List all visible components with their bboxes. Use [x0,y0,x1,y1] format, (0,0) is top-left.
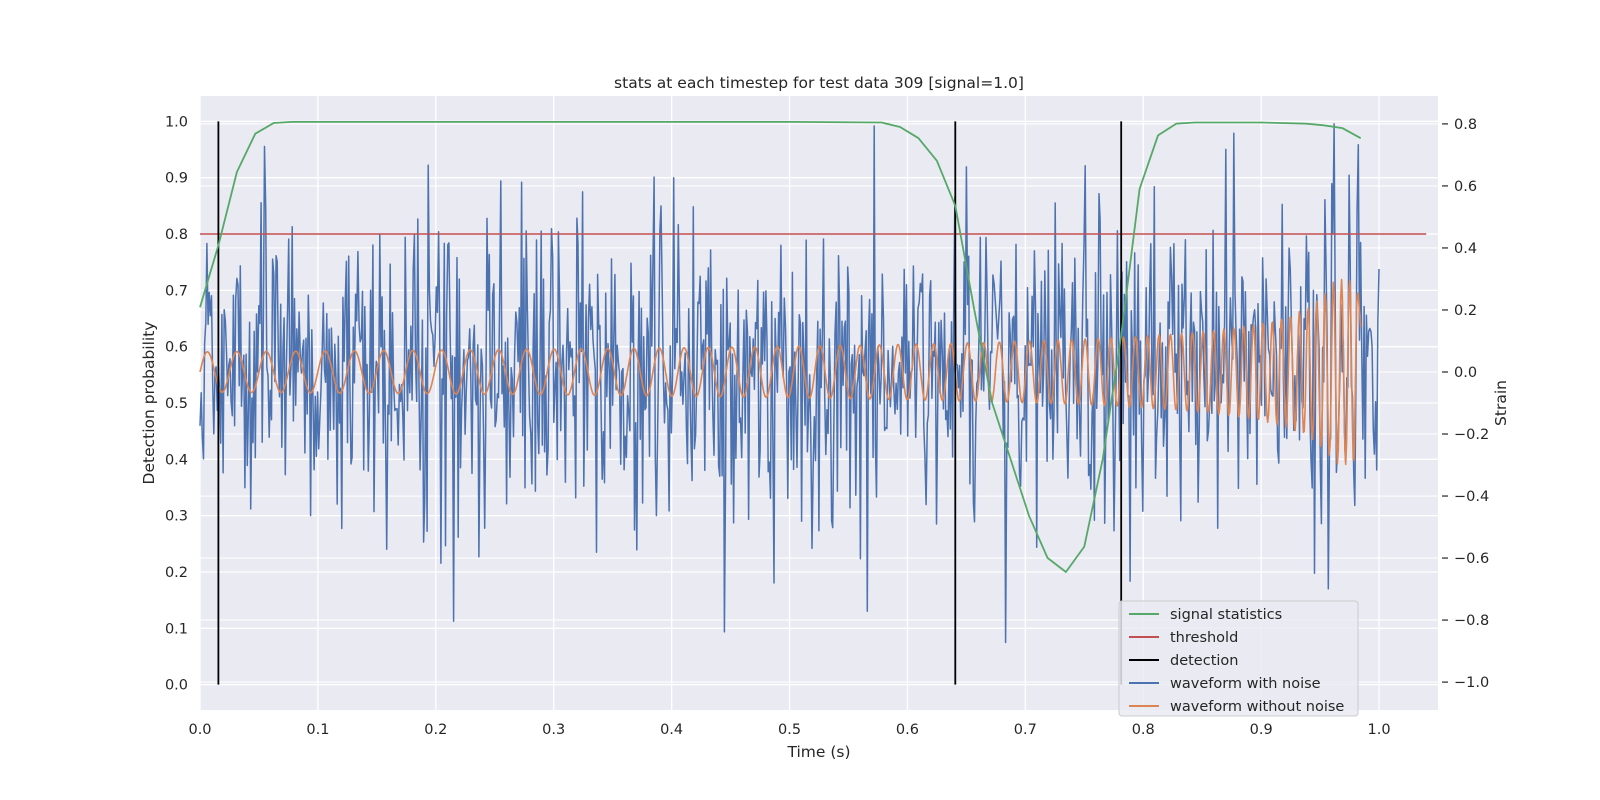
x-tick-label: 0.6 [896,722,919,738]
x-axis-label: Time (s) [786,743,850,761]
legend-label-detection: detection [1170,653,1238,669]
y-right-tick-label: −0.2 [1454,427,1489,443]
x-tick-label: 0.5 [778,722,801,738]
y-left-tick-label: 0.0 [165,678,188,694]
x-tick-label: 0.0 [188,722,211,738]
series-waveform-with-noise [199,123,1380,644]
y-left-tick-label: 0.9 [165,171,188,187]
y-right-tick-label: 0.2 [1454,303,1477,319]
x-tick-label: 0.7 [1014,722,1037,738]
x-tick-label: 0.8 [1132,722,1155,738]
y-right-tick-label: −1.0 [1454,675,1489,691]
y-axis-right-label: Strain [1492,380,1510,426]
y-left-tick-label: 0.8 [165,227,188,243]
y-left-tick-label: 1.0 [165,114,188,130]
y-right-tick-label: 0.8 [1454,117,1477,133]
legend-label-threshold: threshold [1170,630,1238,646]
x-tick-label: 0.3 [542,722,565,738]
y-axis-left-label: Detection probability [140,322,158,485]
legend-box [1118,600,1359,717]
y-right-tick-label: −0.8 [1454,613,1489,629]
series-signal-statistics [199,121,1362,573]
y-left-tick-label: 0.1 [165,621,188,637]
x-tick-label: 0.9 [1250,722,1273,738]
x-tick-label: 0.2 [424,722,447,738]
series-waveform-without-noise [199,278,1362,466]
y-left-tick-label: 0.7 [165,283,188,299]
y-left-tick-label: 0.5 [165,396,188,412]
chart-title: stats at each timestep for test data 309… [614,74,1024,92]
y-left-tick-label: 0.4 [165,452,188,468]
y-right-tick-label: 0.4 [1454,241,1477,257]
ticks-layer: 0.0 0.1 0.2 0.3 0.4 0.5 0.6 0.7 0.8 0.9 1.0 0.0 0.1 0… [165,114,1489,738]
legend: signal statistics threshold detection wa… [1118,600,1359,717]
x-tick-label: 0.1 [306,722,329,738]
legend-label-waveform-without-noise: waveform without noise [1170,699,1344,715]
y-right-tick-label: −0.6 [1454,551,1489,567]
y-right-tick-label: −0.4 [1454,489,1489,505]
series-layer [199,121,1427,685]
legend-label-signal-statistics: signal statistics [1170,607,1282,623]
y-left-tick-label: 0.6 [165,340,188,356]
legend-label-waveform-with-noise: waveform with noise [1170,676,1321,692]
y-left-tick-label: 0.2 [165,565,188,581]
x-tick-label: 0.4 [660,722,683,738]
y-right-tick-label: 0.0 [1454,365,1477,381]
y-left-tick-label: 0.3 [165,509,188,525]
y-right-tick-label: 0.6 [1454,179,1477,195]
x-tick-label: 1.0 [1368,722,1391,738]
